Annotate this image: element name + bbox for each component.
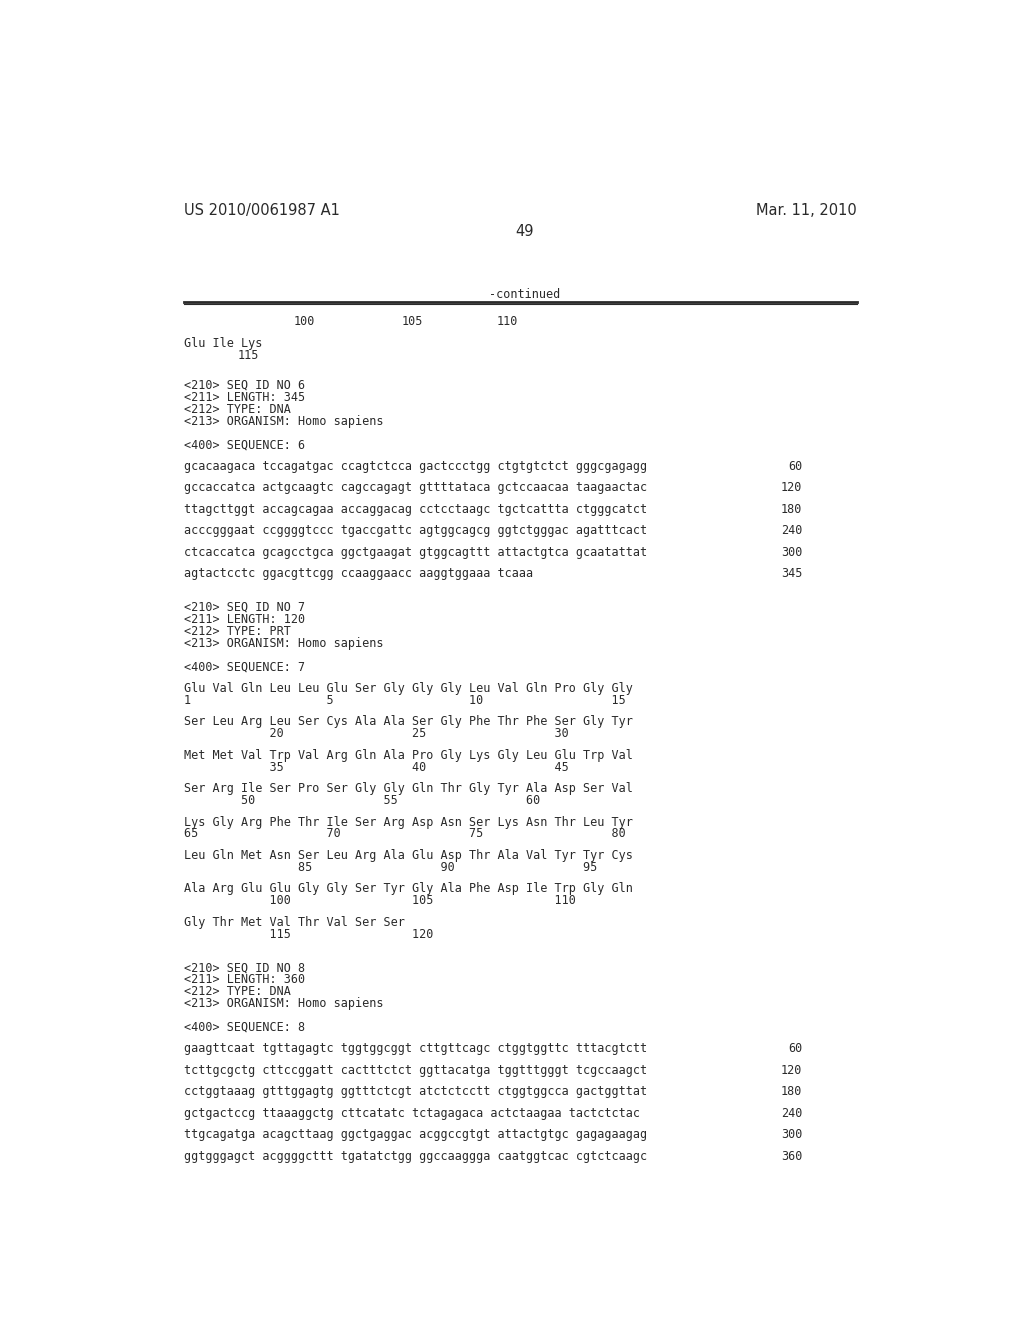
Text: Ala Arg Glu Glu Gly Gly Ser Tyr Gly Ala Phe Asp Ile Trp Gly Gln: Ala Arg Glu Glu Gly Gly Ser Tyr Gly Ala … — [183, 882, 633, 895]
Text: <211> LENGTH: 120: <211> LENGTH: 120 — [183, 612, 305, 626]
Text: 115                 120: 115 120 — [183, 928, 433, 941]
Text: 345: 345 — [781, 568, 802, 581]
Text: 100                 105                 110: 100 105 110 — [183, 895, 575, 907]
Text: agtactcctc ggacgttcgg ccaaggaacc aaggtggaaa tcaaa: agtactcctc ggacgttcgg ccaaggaacc aaggtgg… — [183, 568, 532, 581]
Text: Gly Thr Met Val Thr Val Ser Ser: Gly Thr Met Val Thr Val Ser Ser — [183, 916, 404, 929]
Text: 180: 180 — [781, 503, 802, 516]
Text: 1                   5                   10                  15: 1 5 10 15 — [183, 694, 626, 706]
Text: ctcaccatca gcagcctgca ggctgaagat gtggcagttt attactgtca gcaatattat: ctcaccatca gcagcctgca ggctgaagat gtggcag… — [183, 546, 647, 558]
Text: acccgggaat ccggggtccc tgaccgattc agtggcagcg ggtctgggac agatttcact: acccgggaat ccggggtccc tgaccgattc agtggca… — [183, 524, 647, 537]
Text: <213> ORGANISM: Homo sapiens: <213> ORGANISM: Homo sapiens — [183, 414, 383, 428]
Text: 360: 360 — [781, 1150, 802, 1163]
Text: US 2010/0061987 A1: US 2010/0061987 A1 — [183, 203, 340, 218]
Text: Ser Arg Ile Ser Pro Ser Gly Gly Gln Thr Gly Tyr Ala Asp Ser Val: Ser Arg Ile Ser Pro Ser Gly Gly Gln Thr … — [183, 783, 633, 795]
Text: tcttgcgctg cttccggatt cactttctct ggttacatga tggtttgggt tcgccaagct: tcttgcgctg cttccggatt cactttctct ggttaca… — [183, 1064, 647, 1077]
Text: 60: 60 — [788, 1043, 802, 1055]
Text: 300: 300 — [781, 1129, 802, 1142]
Text: ttagcttggt accagcagaa accaggacag cctcctaagc tgctcattta ctgggcatct: ttagcttggt accagcagaa accaggacag cctccta… — [183, 503, 647, 516]
Text: 110: 110 — [497, 315, 518, 329]
Text: 35                  40                  45: 35 40 45 — [183, 760, 568, 774]
Text: Ser Leu Arg Leu Ser Cys Ala Ala Ser Gly Phe Thr Phe Ser Gly Tyr: Ser Leu Arg Leu Ser Cys Ala Ala Ser Gly … — [183, 715, 633, 729]
Text: 50                  55                  60: 50 55 60 — [183, 795, 540, 807]
Text: cctggtaaag gtttggagtg ggtttctcgt atctctcctt ctggtggcca gactggttat: cctggtaaag gtttggagtg ggtttctcgt atctctc… — [183, 1085, 647, 1098]
Text: Glu Ile Lys: Glu Ile Lys — [183, 337, 262, 350]
Text: 115: 115 — [238, 348, 259, 362]
Text: <211> LENGTH: 345: <211> LENGTH: 345 — [183, 391, 305, 404]
Text: 85                  90                  95: 85 90 95 — [183, 861, 597, 874]
Text: Glu Val Gln Leu Leu Glu Ser Gly Gly Gly Leu Val Gln Pro Gly Gly: Glu Val Gln Leu Leu Glu Ser Gly Gly Gly … — [183, 682, 633, 694]
Text: gaagttcaat tgttagagtc tggtggcggt cttgttcagc ctggtggttc tttacgtctt: gaagttcaat tgttagagtc tggtggcggt cttgttc… — [183, 1043, 647, 1055]
Text: Met Met Val Trp Val Arg Gln Ala Pro Gly Lys Gly Leu Glu Trp Val: Met Met Val Trp Val Arg Gln Ala Pro Gly … — [183, 748, 633, 762]
Text: <211> LENGTH: 360: <211> LENGTH: 360 — [183, 973, 305, 986]
Text: 49: 49 — [515, 224, 535, 239]
Text: 120: 120 — [781, 1064, 802, 1077]
Text: 20                  25                  30: 20 25 30 — [183, 727, 568, 741]
Text: <213> ORGANISM: Homo sapiens: <213> ORGANISM: Homo sapiens — [183, 636, 383, 649]
Text: 180: 180 — [781, 1085, 802, 1098]
Text: gccaccatca actgcaagtc cagccagagt gttttataca gctccaacaa taagaactac: gccaccatca actgcaagtc cagccagagt gttttat… — [183, 482, 647, 495]
Text: 100: 100 — [293, 315, 314, 329]
Text: gctgactccg ttaaaggctg cttcatatc tctagagaca actctaagaa tactctctac: gctgactccg ttaaaggctg cttcatatc tctagaga… — [183, 1106, 640, 1119]
Text: 105: 105 — [401, 315, 423, 329]
Text: 240: 240 — [781, 1106, 802, 1119]
Text: 60: 60 — [788, 459, 802, 473]
Text: <210> SEQ ID NO 8: <210> SEQ ID NO 8 — [183, 961, 305, 974]
Text: <213> ORGANISM: Homo sapiens: <213> ORGANISM: Homo sapiens — [183, 997, 383, 1010]
Text: 300: 300 — [781, 546, 802, 558]
Text: Mar. 11, 2010: Mar. 11, 2010 — [756, 203, 856, 218]
Text: 120: 120 — [781, 482, 802, 495]
Text: gcacaagaca tccagatgac ccagtctcca gactccctgg ctgtgtctct gggcgagagg: gcacaagaca tccagatgac ccagtctcca gactccc… — [183, 459, 647, 473]
Text: ttgcagatga acagcttaag ggctgaggac acggccgtgt attactgtgc gagagaagag: ttgcagatga acagcttaag ggctgaggac acggccg… — [183, 1129, 647, 1142]
Text: <400> SEQUENCE: 8: <400> SEQUENCE: 8 — [183, 1020, 305, 1034]
Text: -continued: -continued — [489, 288, 560, 301]
Text: <210> SEQ ID NO 6: <210> SEQ ID NO 6 — [183, 379, 305, 392]
Text: <212> TYPE: DNA: <212> TYPE: DNA — [183, 985, 291, 998]
Text: Leu Gln Met Asn Ser Leu Arg Ala Glu Asp Thr Ala Val Tyr Tyr Cys: Leu Gln Met Asn Ser Leu Arg Ala Glu Asp … — [183, 849, 633, 862]
Text: <212> TYPE: DNA: <212> TYPE: DNA — [183, 403, 291, 416]
Text: 240: 240 — [781, 524, 802, 537]
Text: <210> SEQ ID NO 7: <210> SEQ ID NO 7 — [183, 601, 305, 614]
Text: Lys Gly Arg Phe Thr Ile Ser Arg Asp Asn Ser Lys Asn Thr Leu Tyr: Lys Gly Arg Phe Thr Ile Ser Arg Asp Asn … — [183, 816, 633, 829]
Text: <400> SEQUENCE: 7: <400> SEQUENCE: 7 — [183, 660, 305, 673]
Text: 65                  70                  75                  80: 65 70 75 80 — [183, 828, 626, 841]
Text: ggtgggagct acggggcttt tgatatctgg ggccaaggga caatggtcac cgtctcaagc: ggtgggagct acggggcttt tgatatctgg ggccaag… — [183, 1150, 647, 1163]
Text: <400> SEQUENCE: 6: <400> SEQUENCE: 6 — [183, 438, 305, 451]
Text: <212> TYPE: PRT: <212> TYPE: PRT — [183, 624, 291, 638]
